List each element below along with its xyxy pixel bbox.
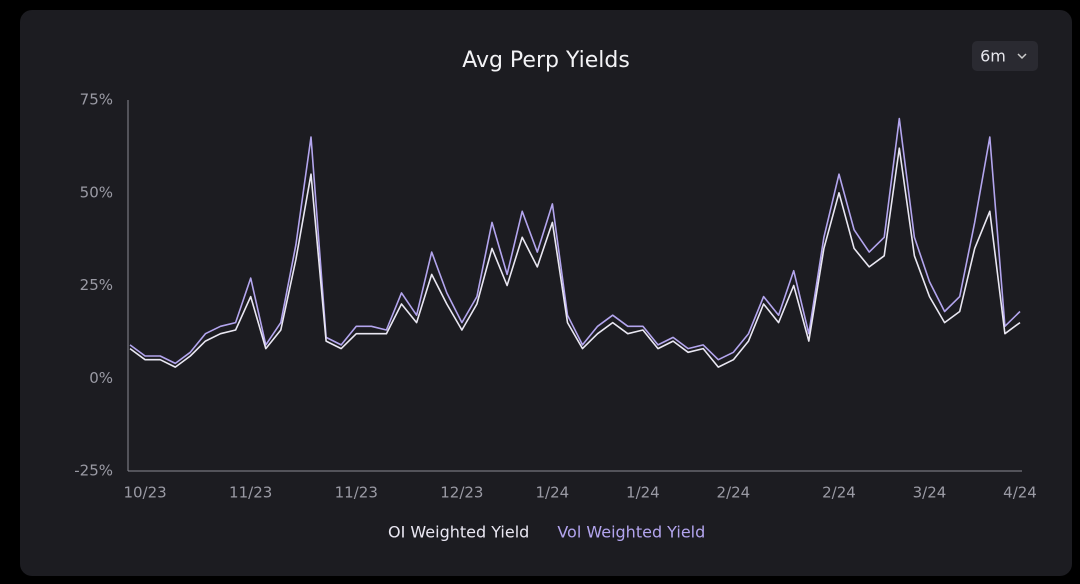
x-tick-label: 12/23: [440, 484, 483, 502]
x-tick-label: 11/23: [229, 484, 272, 502]
x-tick-label: 1/24: [626, 484, 660, 502]
y-tick-label: 50%: [80, 183, 113, 201]
x-tick-label: 10/23: [123, 484, 166, 502]
range-label[interactable]: 6m: [980, 47, 1006, 66]
legend-label: Vol Weighted Yield: [557, 523, 705, 542]
chart-title: Avg Perp Yields: [462, 48, 630, 73]
legend-label: OI Weighted Yield: [388, 523, 529, 542]
series-line: [129, 147, 1021, 368]
x-tick-label: 2/24: [822, 484, 856, 502]
y-tick-label: 75%: [80, 91, 113, 109]
x-tick-label: 11/23: [335, 484, 378, 502]
range-button-bg[interactable]: [972, 41, 1038, 71]
y-tick-label: -25%: [74, 462, 113, 480]
x-tick-label: 4/24: [1003, 484, 1037, 502]
x-tick-label: 3/24: [913, 484, 947, 502]
panel: [20, 10, 1072, 576]
x-tick-label: 1/24: [536, 484, 570, 502]
series-line: [129, 117, 1021, 365]
y-tick-label: 0%: [89, 369, 113, 387]
range-button[interactable]: 6m: [972, 41, 1038, 71]
y-tick-label: 25%: [80, 276, 113, 294]
x-tick-label: 2/24: [717, 484, 751, 502]
chevron[interactable]: [1017, 53, 1027, 60]
